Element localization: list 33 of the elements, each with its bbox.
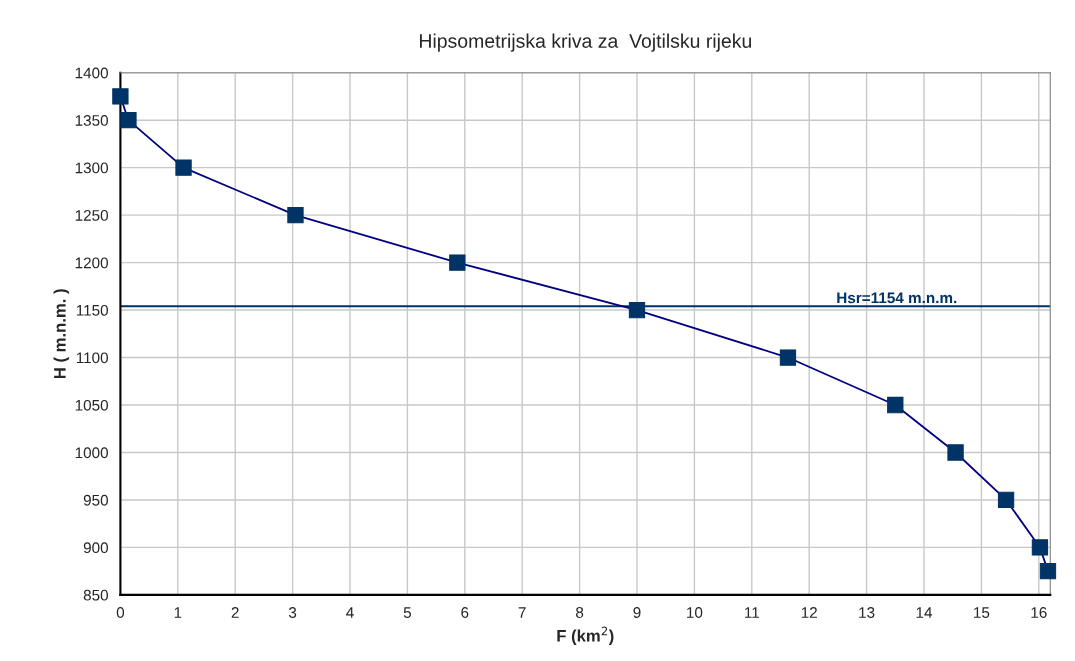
x-tick-label: 8 — [576, 607, 584, 618]
y-tick-label: 1150 — [76, 304, 108, 316]
y-tick-label: 1350 — [75, 115, 108, 126]
y-tick-label: 950 — [83, 494, 108, 506]
y-tick-label: 1400 — [75, 67, 108, 79]
x-tick-label: 16 — [1031, 607, 1047, 618]
x-tick-label: 5 — [403, 607, 412, 618]
x-tick-label: 2 — [231, 607, 239, 618]
y-tick-label: 1100 — [76, 352, 108, 364]
x-tick-label: 13 — [859, 607, 875, 618]
x-tick-label: 9 — [633, 607, 641, 618]
x-tick-label: 7 — [518, 607, 526, 618]
x-tick-label: 12 — [801, 607, 817, 618]
x-axis-title: F (km$^{2}$) — [557, 626, 614, 645]
x-tick-label: 0 — [116, 607, 125, 618]
x-tick-label: 4 — [346, 607, 354, 618]
x-tick-label: 6 — [461, 607, 469, 618]
x-tick-label: 14 — [916, 607, 933, 618]
x-tick-label: 1 — [174, 607, 182, 618]
y-tick-label: 1000 — [75, 447, 108, 459]
y-tick-label: 850 — [83, 589, 108, 601]
y-tick-label: 1050 — [75, 399, 108, 411]
y-axis-title: H ( m.n.m. ) — [53, 289, 70, 379]
x-tick-label: 3 — [288, 607, 297, 618]
x-tick-label: 11 — [745, 607, 759, 618]
y-tick-label: 1200 — [75, 257, 108, 269]
y-tick-label: 900 — [83, 542, 108, 554]
x-tick-label: 15 — [974, 607, 990, 618]
ref-line-label: Hsr=1154 m.n.m. — [837, 292, 957, 304]
chart-title: Hipsometrijska kriva za Vojtilsku rijeku — [419, 33, 751, 52]
y-tick-label: 1250 — [75, 209, 108, 221]
y-tick-label: 1300 — [75, 162, 108, 174]
x-tick-label: 10 — [687, 607, 703, 618]
